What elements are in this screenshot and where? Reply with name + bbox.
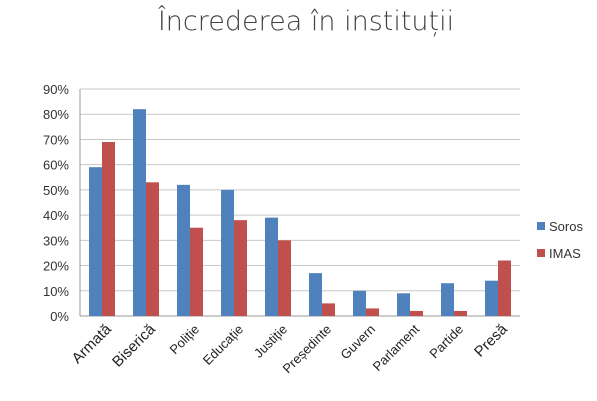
x-tick-label: Armată — [69, 320, 116, 367]
bar-soros-6 — [353, 290, 366, 316]
x-tick-label: Presă — [471, 320, 511, 360]
x-tick-label: Partide — [426, 322, 466, 362]
x-tick-label: Parlament — [370, 321, 423, 374]
y-tick-label: 90% — [43, 82, 69, 97]
bar-imas-2 — [190, 227, 203, 316]
chart-title: Încrederea în instituții — [158, 5, 454, 37]
bar-imas-1 — [146, 182, 159, 316]
bar-soros-4 — [265, 217, 278, 316]
y-tick-label: 20% — [43, 259, 69, 274]
bars — [89, 109, 511, 316]
bar-soros-2 — [177, 184, 190, 316]
bar-soros-9 — [485, 280, 498, 316]
bar-imas-5 — [322, 303, 335, 316]
legend-swatch-imas — [537, 249, 545, 257]
x-tick-label: Educație — [200, 322, 246, 368]
bar-imas-4 — [278, 240, 291, 316]
bar-soros-1 — [133, 109, 146, 316]
x-tick-label: Justiție — [251, 322, 290, 361]
y-tick-label: 60% — [43, 158, 69, 173]
bar-soros-7 — [397, 293, 410, 316]
bar-soros-8 — [441, 283, 454, 316]
legend-swatch-soros — [537, 222, 545, 230]
x-tick-label: Președinte — [280, 322, 335, 377]
x-tick-label: Guvern — [337, 322, 378, 363]
y-tick-label: 70% — [43, 132, 69, 147]
bar-imas-9 — [498, 260, 511, 316]
y-tick-label: 10% — [43, 284, 69, 299]
legend-label-soros: Soros — [549, 219, 583, 234]
bar-imas-8 — [454, 310, 467, 316]
bar-soros-0 — [89, 167, 102, 316]
y-tick-label: 0% — [50, 309, 69, 324]
bar-imas-3 — [234, 220, 247, 316]
x-tick-label: Biserică — [109, 320, 159, 370]
bar-imas-7 — [410, 310, 423, 316]
y-axis-ticks: 0% 10% 20% 30% 40% 50% 60% 70% 80% 90% — [43, 82, 69, 324]
y-tick-label: 80% — [43, 107, 69, 122]
y-tick-label: 30% — [43, 233, 69, 248]
legend: Soros IMAS — [537, 219, 583, 261]
legend-label-imas: IMAS — [549, 246, 581, 261]
bar-imas-0 — [102, 141, 115, 316]
bar-imas-6 — [366, 308, 379, 316]
y-tick-label: 50% — [43, 183, 69, 198]
bar-soros-3 — [221, 189, 234, 316]
y-tick-label: 40% — [43, 208, 69, 223]
bar-soros-5 — [309, 273, 322, 316]
x-tick-label: Poliție — [166, 322, 202, 358]
